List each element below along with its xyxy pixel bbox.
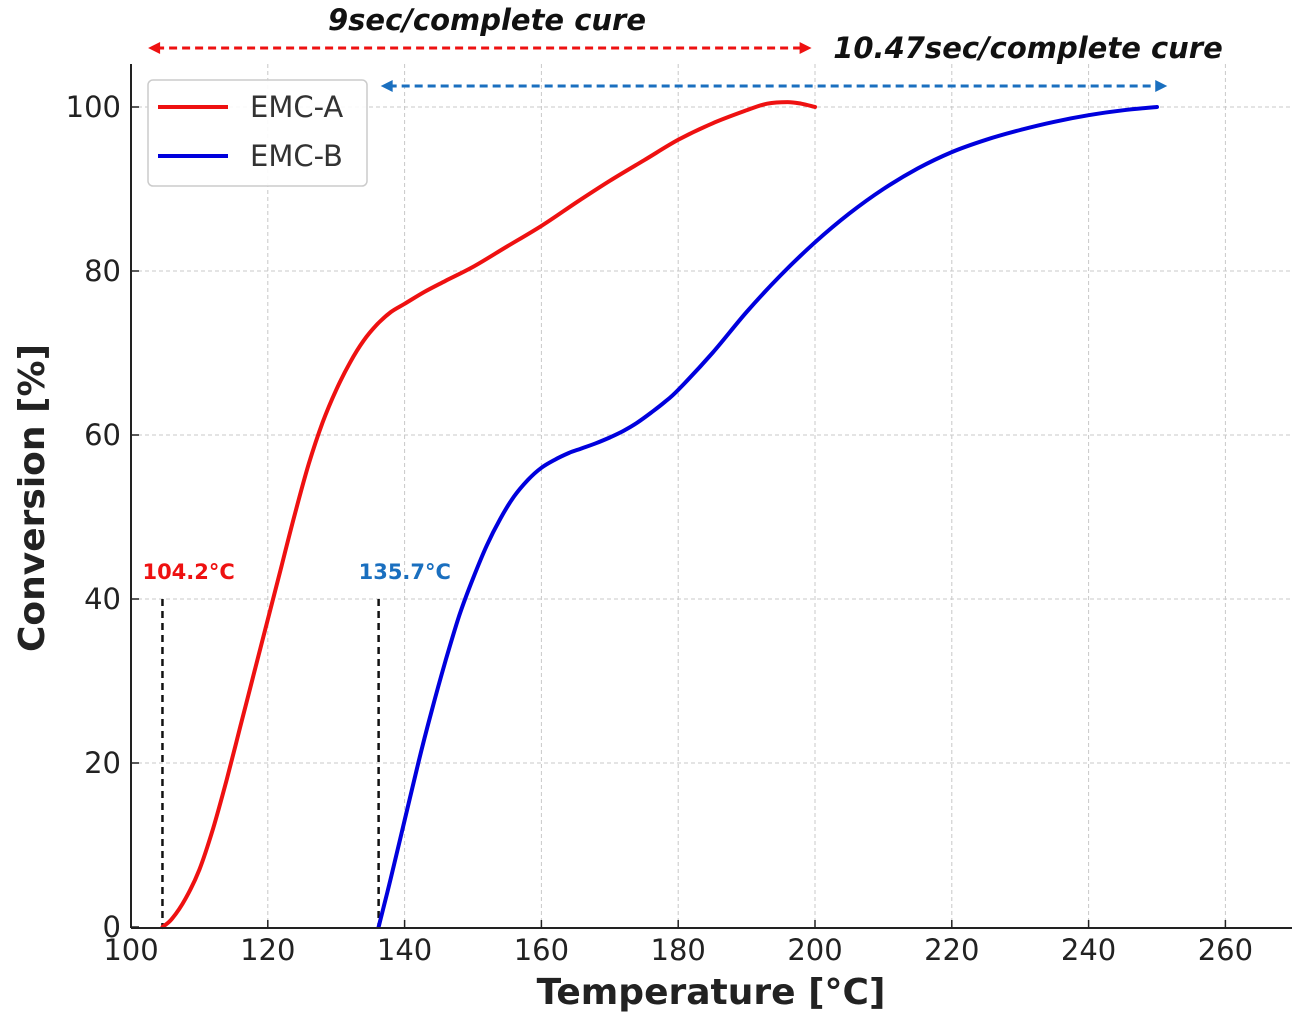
x-tick-label: 260 bbox=[1198, 933, 1253, 967]
series-lines bbox=[160, 100, 1159, 929]
x-tick-label: 100 bbox=[103, 933, 158, 967]
emc-b-onset-label: 135.7°C bbox=[359, 560, 451, 584]
series-line-2 bbox=[376, 105, 1159, 929]
emc-a-onset-label: 104.2°C bbox=[142, 560, 234, 584]
tick-labels: 100 120 140 160 180 200 220 240 260 0 20 40 60 80 100 bbox=[66, 90, 1253, 967]
emc-b-range-label: 10.47sec/complete cure bbox=[833, 31, 1223, 65]
legend: EMC-A EMC-B bbox=[147, 79, 368, 187]
y-tick-label: 60 bbox=[84, 418, 121, 452]
grid-lines bbox=[131, 64, 1292, 928]
legend-label-1: EMC-A bbox=[250, 90, 343, 124]
y-tick-label: 80 bbox=[84, 254, 121, 288]
x-axis-label: Temperature [°C] bbox=[537, 972, 886, 1013]
emc-b-range-head-left bbox=[380, 80, 393, 92]
x-tick-label: 200 bbox=[787, 933, 842, 967]
y-tick-label: 0 bbox=[103, 910, 121, 944]
x-tick-label: 120 bbox=[240, 933, 295, 967]
x-tick-label: 160 bbox=[514, 933, 569, 967]
emc-b-range-head-right bbox=[1155, 80, 1168, 92]
range-arrows: 9sec/complete cure 10.47sec/complete cure bbox=[148, 3, 1223, 92]
x-tick-label: 140 bbox=[377, 933, 432, 967]
emc-a-range-head-right bbox=[799, 42, 812, 54]
y-tick-label: 40 bbox=[84, 582, 121, 616]
x-tick-label: 240 bbox=[1061, 933, 1116, 967]
y-axis-label: Conversion [%] bbox=[12, 344, 53, 652]
onset-markers: 104.2°C 135.7°C bbox=[142, 560, 451, 927]
emc-a-range-label: 9sec/complete cure bbox=[328, 3, 646, 37]
x-tick-label: 220 bbox=[924, 933, 979, 967]
emc-a-range-head-left bbox=[148, 42, 161, 54]
y-tick-label: 100 bbox=[66, 90, 121, 124]
x-tick-label: 180 bbox=[651, 933, 706, 967]
y-tick-label: 20 bbox=[84, 746, 121, 780]
legend-label-2: EMC-B bbox=[250, 139, 343, 173]
series-line-1 bbox=[160, 100, 817, 929]
axes bbox=[130, 64, 1292, 929]
